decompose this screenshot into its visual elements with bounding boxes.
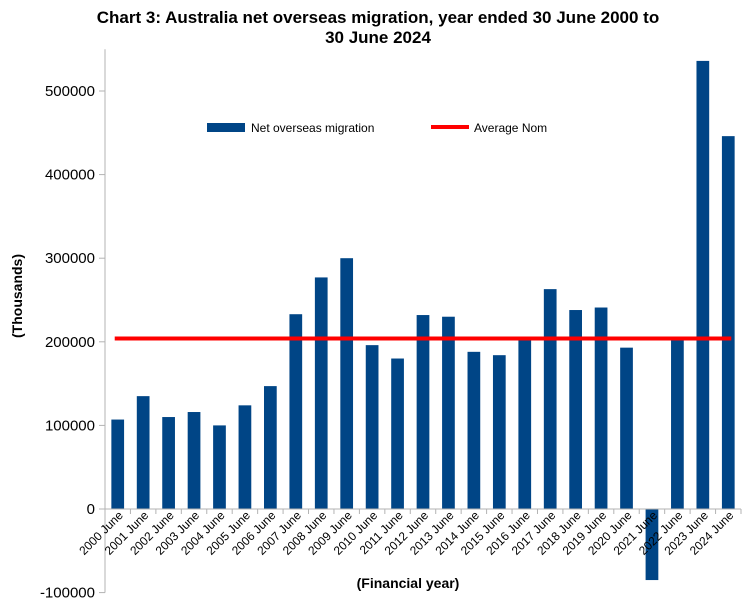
- bar-7: [289, 314, 303, 509]
- bar-10: [365, 345, 379, 509]
- bar-1: [136, 396, 150, 509]
- y-tick-label-4: 300000: [45, 250, 95, 267]
- legend-label-average-nom: Average Nom: [474, 121, 547, 135]
- bar-14: [467, 351, 481, 509]
- bar-24: [721, 136, 735, 509]
- bar-21: [645, 509, 659, 581]
- bar-0: [111, 419, 125, 509]
- bar-5: [238, 405, 252, 509]
- y-tick-label-0: -100000: [40, 585, 95, 602]
- y-tick-labels: -100000 0 100000 200000 300000 400000 500000: [40, 83, 95, 602]
- axes-layer: [99, 49, 742, 594]
- bar-19: [594, 307, 608, 509]
- bar-8: [314, 277, 328, 509]
- bar-6: [264, 386, 277, 509]
- bars-layer: [111, 60, 735, 581]
- bar-20: [620, 347, 633, 509]
- y-tick-label-6: 500000: [45, 83, 95, 100]
- legend: Net overseas migration Average Nom: [207, 121, 547, 135]
- bar-22: [671, 340, 684, 509]
- y-tick-label-5: 400000: [45, 167, 95, 184]
- bar-18: [569, 310, 582, 509]
- bar-16: [518, 336, 532, 509]
- chart-title-line-1: Chart 3: Australia net overseas migratio…: [97, 8, 659, 27]
- x-axis-title: (Financial year): [357, 575, 460, 591]
- legend-label-net-overseas-migration: Net overseas migration: [251, 121, 374, 135]
- chart-title-line-2: 30 June 2024: [325, 28, 431, 47]
- y-axis-title: (Thousands): [9, 254, 25, 338]
- y-tick-label-3: 200000: [45, 334, 95, 351]
- bar-9: [340, 258, 354, 509]
- bar-23: [696, 60, 710, 510]
- y-tick-label-1: 0: [87, 501, 95, 518]
- bar-15: [492, 355, 506, 509]
- legend-swatch-line: [431, 125, 469, 129]
- bar-2: [162, 417, 175, 509]
- legend-swatch-bar: [207, 123, 245, 132]
- bar-17: [543, 289, 557, 509]
- bar-3: [187, 412, 201, 509]
- bar-13: [442, 316, 455, 509]
- bar-12: [416, 315, 430, 509]
- bar-11: [391, 358, 404, 509]
- bar-4: [213, 425, 226, 509]
- y-tick-label-2: 100000: [45, 417, 95, 434]
